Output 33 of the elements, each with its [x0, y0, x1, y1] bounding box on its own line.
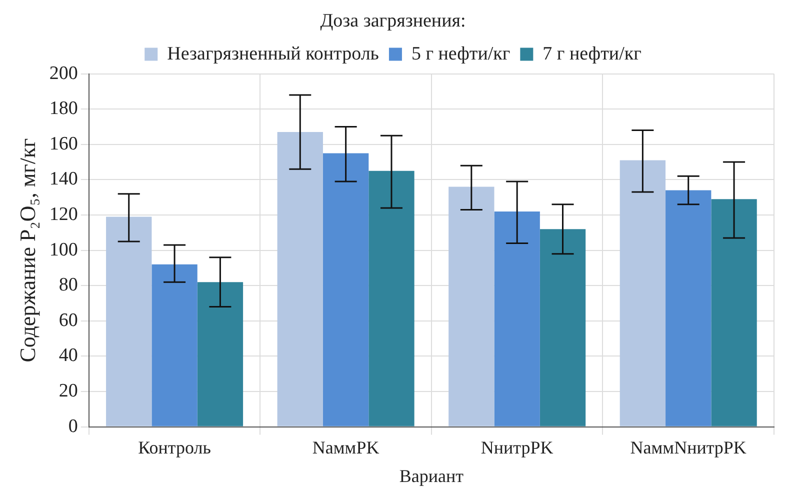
legend-label: Незагрязненный контроль	[167, 43, 380, 64]
y-tick-label: 200	[49, 62, 78, 84]
legend-label: 5 г нефти/кг	[411, 43, 510, 64]
y-tick-label: 180	[49, 98, 78, 120]
y-tick-label: 100	[49, 239, 78, 260]
x-tick-label: Контроль	[138, 437, 211, 458]
bar	[448, 186, 494, 426]
x-tick-label: NаммPK	[312, 437, 380, 458]
bar	[106, 216, 152, 426]
y-tick-label: 0	[68, 416, 78, 437]
y-tick-label: 40	[58, 345, 78, 366]
y-tick-label: 20	[58, 380, 78, 402]
y-tick-label: 160	[49, 133, 78, 154]
bar	[197, 282, 244, 426]
bar	[666, 190, 712, 426]
bar	[494, 211, 540, 426]
x-tick-label: NнитрPK	[480, 437, 554, 458]
y-tick-label: 120	[49, 204, 78, 225]
x-tick-label: NаммNнитрPK	[630, 437, 746, 458]
y-axis-title: Содержание P₂O₅, мг/кг	[14, 138, 40, 362]
bar	[540, 229, 586, 426]
legend-label: 7 г нефти/кг	[542, 43, 642, 64]
bar	[277, 132, 323, 426]
bar	[620, 160, 666, 426]
y-tick-label: 140	[49, 168, 78, 190]
legend-title: Доза загрязнения:	[320, 10, 466, 32]
bar	[152, 264, 198, 426]
bar	[368, 170, 414, 426]
y-tick-label: 80	[58, 274, 78, 296]
y-tick-label: 60	[58, 310, 78, 331]
bar	[711, 199, 757, 426]
x-axis-title: Вариант	[399, 466, 464, 486]
bar	[322, 153, 369, 426]
